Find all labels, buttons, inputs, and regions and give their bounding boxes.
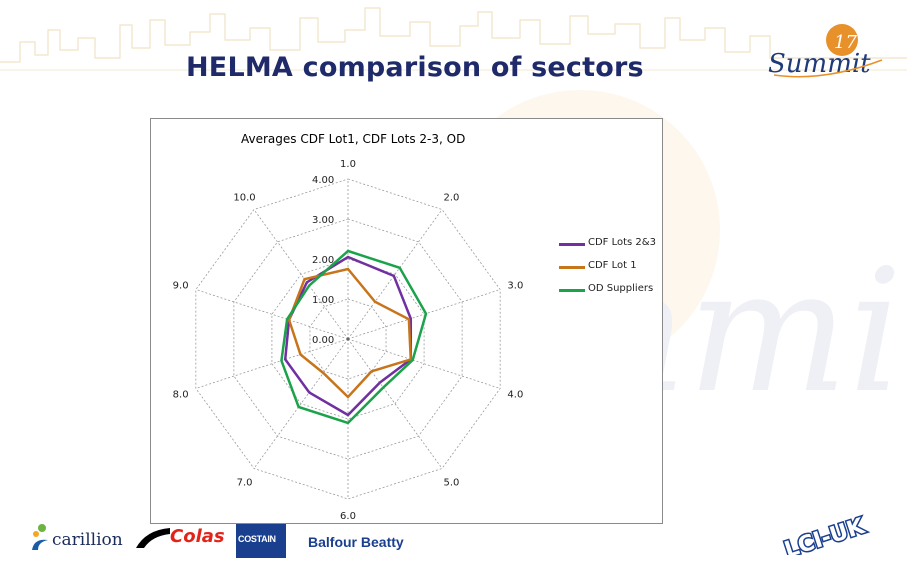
carillion-mark-icon [32, 524, 48, 550]
radar-spoke [347, 209, 443, 340]
legend-swatch [559, 266, 585, 269]
radar-center-point [346, 337, 350, 341]
balfour-beatty-wordmark: Balfour Beatty [308, 534, 404, 550]
radar-spoke [347, 289, 501, 340]
radar-spoke [347, 338, 501, 389]
chart-title: Averages CDF Lot1, CDF Lots 2-3, OD [241, 132, 466, 146]
summit-17-logo: 17 Summit [768, 24, 883, 79]
radar-spoke [195, 338, 349, 389]
lci-uk-logo: LCI-UK [780, 512, 870, 555]
series-line [280, 249, 428, 425]
skyline-decoration [0, 7, 907, 71]
category-label: 6.0 [340, 511, 356, 522]
radar-spoke [195, 289, 349, 340]
legend-label: OD Suppliers [588, 283, 654, 294]
radar-spoke [347, 338, 443, 469]
legend-swatch [559, 243, 585, 246]
carillion-logo: carillion [30, 520, 123, 554]
legend-swatch [559, 289, 585, 292]
radial-tick-label: 0.00 [312, 335, 334, 346]
radar-plot: 0.00 1.00 2.00 3.00 4.00 1.0 2.0 3.0 4.0 5.0 6.0 7.… [173, 159, 524, 522]
category-label: 9.0 [173, 281, 189, 292]
category-label: 7.0 [237, 477, 253, 488]
svg-text:LCI-UK: LCI-UK [782, 514, 869, 555]
svg-text:Summit: Summit [768, 49, 871, 79]
category-label: 1.0 [340, 159, 356, 170]
radial-tick-label: 3.00 [312, 215, 334, 226]
category-label: 3.0 [507, 281, 523, 292]
carillion-wordmark: carillion [52, 530, 123, 550]
radar-grid-ring [195, 178, 501, 500]
colas-swoosh-icon [136, 528, 170, 548]
partner-logos: carillion Colas COSTAIN Balfour Beatty [30, 512, 430, 562]
svg-text:17: 17 [834, 32, 857, 53]
radar-grid-ring [271, 258, 425, 420]
costain-wordmark: COSTAIN [238, 534, 276, 544]
radar-grid-ring [309, 298, 387, 380]
radar-chart: Averages CDF Lot1, CDF Lots 2-3, OD 0.00… [150, 118, 663, 524]
category-label: 8.0 [173, 389, 189, 400]
radar-spoke [253, 338, 349, 469]
radial-tick-label: 2.00 [312, 255, 334, 266]
costain-logo: COSTAIN [236, 524, 286, 558]
radial-tick-label: 1.00 [312, 295, 334, 306]
legend-label: CDF Lots 2&3 [588, 237, 656, 248]
legend-label: CDF Lot 1 [588, 260, 637, 271]
category-label: 4.0 [507, 389, 523, 400]
radial-tick-label: 4.00 [312, 175, 334, 186]
category-label: 5.0 [443, 477, 459, 488]
category-label: 10.0 [233, 193, 255, 204]
slide-title: HELMA comparison of sectors [186, 52, 644, 83]
colas-wordmark: Colas [170, 526, 225, 547]
category-label: 2.0 [443, 193, 459, 204]
colas-logo: Colas [136, 526, 226, 550]
radar-spoke [253, 209, 349, 340]
balfour-beatty-logo: Balfour Beatty [308, 532, 404, 551]
